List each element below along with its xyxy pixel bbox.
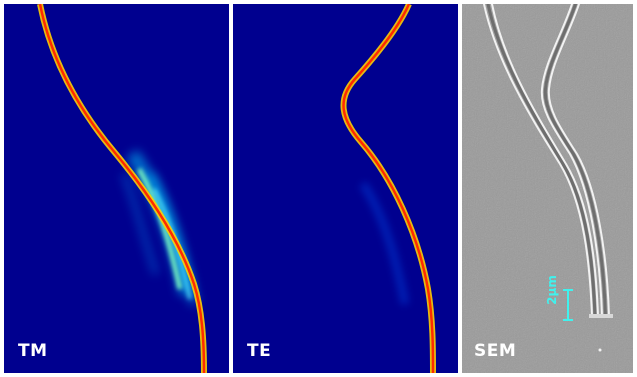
scale-bar-label: 2μm <box>545 275 559 305</box>
tm-field-map <box>4 4 229 373</box>
te-faint-lobe <box>359 181 409 305</box>
tm-simulation-panel: TM <box>4 4 229 373</box>
sem-main-waveguide <box>483 4 599 318</box>
te-simulation-panel: TE <box>233 4 458 373</box>
te-label: TE <box>247 341 272 361</box>
sem-label: SEM <box>474 341 517 361</box>
tm-label: TM <box>18 341 48 361</box>
scale-bar <box>563 289 573 321</box>
sem-coupled-waveguide <box>540 4 610 318</box>
tm-guided-mode <box>37 4 207 373</box>
te-guided-mode <box>340 4 436 373</box>
te-background <box>233 4 458 373</box>
sem-micrograph-panel: 2μm SEM <box>462 4 633 373</box>
sem-waveguide-ends <box>589 314 613 352</box>
sem-image <box>462 4 633 373</box>
te-field-map <box>233 4 458 373</box>
tm-background <box>4 4 229 373</box>
